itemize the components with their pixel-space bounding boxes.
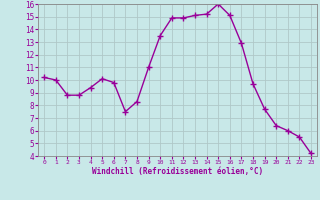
X-axis label: Windchill (Refroidissement éolien,°C): Windchill (Refroidissement éolien,°C) [92, 167, 263, 176]
